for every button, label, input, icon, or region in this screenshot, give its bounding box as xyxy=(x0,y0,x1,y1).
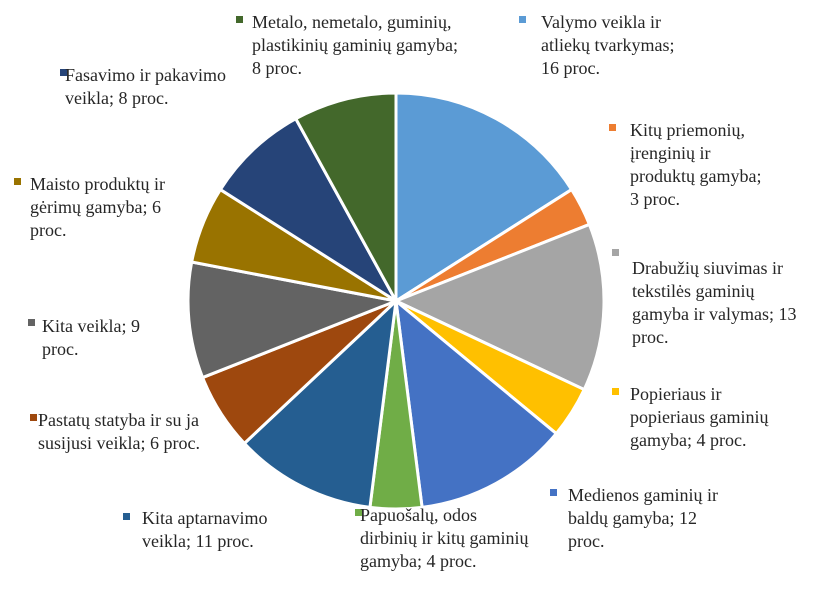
label-line: dirbinių ir kitų gaminių xyxy=(360,528,529,548)
label-line: plastikinių gaminių gamyba; xyxy=(252,35,458,55)
label-line: veikla; 8 proc. xyxy=(65,88,168,108)
label-line: 16 proc. xyxy=(541,58,600,78)
label-line: produktų gamyba; xyxy=(630,166,761,186)
label-line: gamyba; 4 proc. xyxy=(630,430,746,450)
label-line: tekstilės gaminių xyxy=(632,281,755,301)
label-line: proc. xyxy=(568,531,604,551)
data-label: Kita veikla; 9 proc. xyxy=(42,316,140,359)
label-key xyxy=(28,319,35,326)
label-line: Kita aptarnavimo xyxy=(142,508,267,528)
label-key xyxy=(612,388,619,395)
pie-slice xyxy=(394,91,574,303)
label-line: proc. xyxy=(632,327,668,347)
label-line: Pastatų statyba ir su ja xyxy=(38,410,199,430)
label-line: Metalo, nemetalo, guminių, xyxy=(252,12,451,32)
pie-slice xyxy=(394,299,558,509)
label-line: įrenginių ir xyxy=(630,143,710,163)
pie-slice xyxy=(186,260,398,380)
label-key xyxy=(14,178,21,185)
pie-slice xyxy=(294,91,398,303)
data-label: Pastatų statyba ir su ja susijusi veikla;… xyxy=(38,410,200,453)
label-key xyxy=(123,513,130,520)
data-label: Maisto produktų ir gėrimų gamyba; 6 proc. xyxy=(30,174,165,240)
label-line: gamyba ir valymas; 13 xyxy=(632,304,796,324)
label-line: proc. xyxy=(30,220,66,240)
data-label: Metalo, nemetalo, guminių, plastikinių ga… xyxy=(252,12,458,78)
data-label: Valymo veikla ir atliekų tvarkymas; 16 pro… xyxy=(541,12,674,78)
label-line: atliekų tvarkymas; xyxy=(541,35,674,55)
label-line: veikla; 11 proc. xyxy=(142,531,254,551)
label-line: Kitų priemonių, xyxy=(630,120,745,140)
label-key xyxy=(60,69,67,76)
data-label: Fasavimo ir pakavimo veikla; 8 proc. xyxy=(65,65,226,108)
label-line: Maisto produktų ir xyxy=(30,174,165,194)
label-line: gėrimų gamyba; 6 xyxy=(30,197,161,217)
label-line: popieriaus gaminių xyxy=(630,407,769,427)
label-line: Fasavimo ir pakavimo xyxy=(65,65,226,85)
label-line: susijusi veikla; 6 proc. xyxy=(38,433,200,453)
pie-slice xyxy=(242,299,398,509)
data-label: Medienos gaminių ir baldų gamyba; 12 proc. xyxy=(568,485,718,551)
pie-slice xyxy=(394,222,606,392)
data-label: Popieriaus ir popieriaus gaminių gamyba; 4… xyxy=(630,384,769,450)
label-line: proc. xyxy=(42,339,78,359)
label-key xyxy=(519,16,526,23)
label-line: Drabužių siuvimas ir xyxy=(632,258,783,278)
label-key xyxy=(236,16,243,23)
data-label: Kita aptarnavimo veikla; 11 proc. xyxy=(142,508,267,551)
label-key xyxy=(612,249,619,256)
label-line: Valymo veikla ir xyxy=(541,12,661,32)
label-line: baldų gamyba; 12 xyxy=(568,508,697,528)
label-line: 8 proc. xyxy=(252,58,302,78)
label-key xyxy=(550,489,557,496)
data-label: Drabužių siuvimas ir tekstilės gaminių gam… xyxy=(632,258,796,347)
label-line: gamyba; 4 proc. xyxy=(360,551,476,571)
label-line: Papuošalų, odos xyxy=(360,505,477,525)
label-key xyxy=(355,509,362,516)
data-label: Kitų priemonių, įrenginių ir produktų gamy… xyxy=(630,120,761,209)
label-line: Medienos gaminių ir xyxy=(568,485,718,505)
label-line: Kita veikla; 9 xyxy=(42,316,140,336)
label-key xyxy=(609,124,616,131)
label-key xyxy=(30,414,37,421)
label-line: Popieriaus ir xyxy=(630,384,722,404)
data-label: Papuošalų, odos dirbinių ir kitų gaminių g… xyxy=(360,505,529,571)
pie-slice xyxy=(218,117,398,303)
label-line: 3 proc. xyxy=(630,189,680,209)
